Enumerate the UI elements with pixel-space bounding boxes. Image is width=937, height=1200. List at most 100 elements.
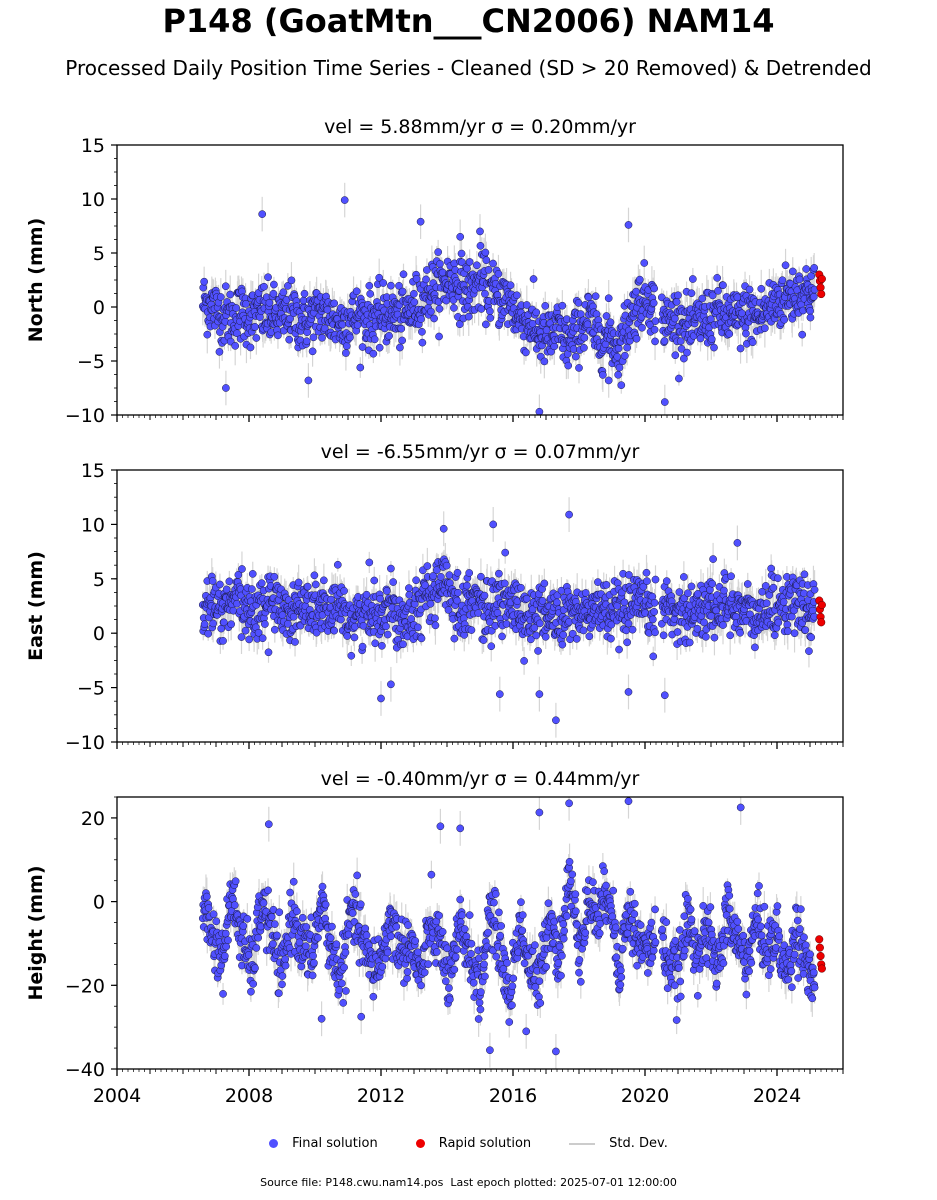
final-point — [246, 343, 255, 352]
final-point — [231, 342, 240, 350]
final-point — [285, 335, 294, 344]
final-point — [375, 343, 384, 352]
final-solution-points — [198, 196, 819, 415]
final-point — [761, 324, 769, 333]
final-point — [477, 572, 485, 581]
final-point — [320, 576, 328, 585]
final-point — [501, 548, 510, 557]
final-point — [486, 307, 494, 316]
final-point — [806, 313, 815, 322]
y-tick-label: −5 — [77, 351, 105, 373]
final-point — [558, 301, 567, 310]
final-point — [465, 258, 474, 266]
final-point — [464, 312, 473, 321]
final-point — [604, 376, 613, 385]
final-point — [304, 376, 313, 385]
final-point — [535, 407, 544, 415]
final-point — [234, 570, 243, 579]
final-point — [264, 648, 273, 657]
final-point — [342, 342, 351, 350]
final-point — [651, 317, 660, 325]
final-point — [660, 337, 669, 345]
final-point — [426, 599, 435, 608]
y-tick-label: 5 — [93, 243, 105, 265]
final-point — [725, 330, 734, 338]
final-point — [399, 640, 407, 649]
final-point — [606, 318, 615, 327]
final-point — [242, 299, 250, 308]
final-point — [418, 338, 427, 347]
final-point — [287, 276, 296, 285]
final-point — [203, 330, 212, 339]
final-point — [209, 619, 217, 628]
final-point — [358, 642, 367, 651]
final-point — [708, 291, 717, 300]
final-point — [484, 266, 493, 274]
final-point — [347, 651, 356, 660]
final-point — [338, 320, 347, 329]
final-point — [358, 343, 367, 351]
final-point — [781, 261, 790, 270]
final-point — [757, 284, 766, 293]
final-point — [457, 249, 466, 258]
final-point — [286, 314, 294, 323]
final-point — [365, 281, 374, 290]
final-point — [222, 384, 230, 392]
final-point — [650, 325, 659, 334]
final-point — [798, 330, 807, 339]
final-point — [226, 290, 235, 299]
figure-canvas: −10 −5 0 5 10 15 vel = 5.88mm/yr σ = 0.20mm/yr… — [25, 116, 844, 1107]
final-point — [208, 577, 217, 585]
final-point — [580, 343, 588, 352]
final-point — [220, 618, 228, 627]
final-point — [417, 315, 425, 323]
final-point — [340, 587, 348, 595]
final-point — [487, 642, 496, 651]
final-point — [615, 363, 624, 372]
final-point — [270, 625, 279, 634]
final-point — [398, 336, 406, 345]
final-point — [369, 349, 378, 358]
final-point — [435, 304, 444, 313]
y-tick-label: −10 — [65, 405, 105, 427]
final-point — [506, 281, 515, 290]
final-point — [494, 270, 503, 278]
final-point — [414, 623, 422, 632]
final-point — [689, 275, 697, 283]
panel-north: −10 −5 0 5 10 15 vel = 5.88mm/yr σ = 0.20mm/yr… — [25, 116, 844, 427]
final-point — [529, 275, 538, 283]
final-point — [343, 632, 352, 640]
final-point — [337, 615, 345, 624]
final-point — [742, 329, 750, 338]
final-point — [438, 268, 447, 277]
final-point — [410, 289, 418, 298]
plot-area — [198, 182, 826, 415]
final-point — [621, 351, 629, 360]
final-point — [311, 580, 320, 589]
final-point — [660, 398, 669, 406]
final-solution-points — [198, 510, 819, 725]
final-point — [489, 259, 497, 268]
final-point — [410, 298, 419, 306]
final-point — [683, 348, 691, 357]
final-point — [623, 343, 632, 352]
final-point — [479, 636, 488, 644]
final-point — [359, 621, 368, 630]
final-point — [719, 281, 727, 290]
final-point — [405, 584, 413, 592]
final-point — [498, 632, 506, 641]
final-point — [274, 331, 282, 340]
final-point — [254, 628, 263, 637]
final-point — [385, 332, 393, 340]
final-point — [500, 579, 509, 588]
final-point — [456, 232, 465, 241]
final-point — [395, 281, 403, 290]
final-point — [422, 275, 430, 284]
final-point — [522, 348, 530, 357]
final-point — [696, 334, 705, 343]
final-point — [251, 323, 259, 331]
final-point — [225, 577, 234, 586]
final-point — [356, 363, 365, 372]
final-point — [465, 569, 474, 577]
